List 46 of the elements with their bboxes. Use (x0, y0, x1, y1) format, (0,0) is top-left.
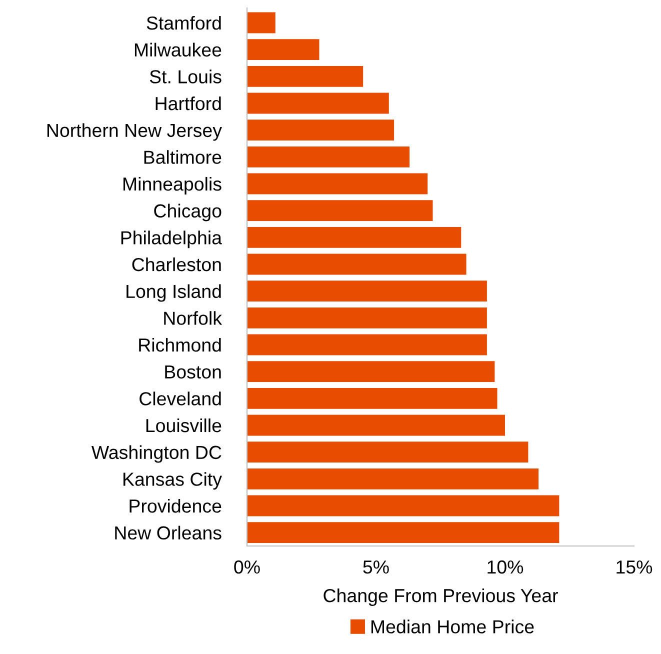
y-tick-label: St. Louis (150, 70, 222, 84)
y-tick-label: Northern New Jersey (47, 123, 222, 141)
y-tick-label: Norfolk (164, 311, 222, 325)
bar (247, 92, 389, 114)
x-axis-title: Change From Previous Year (324, 588, 558, 606)
bar (247, 280, 487, 302)
y-tick-label: Richmond (139, 338, 221, 352)
legend-label: Median Home Price (371, 620, 534, 634)
bar (247, 200, 433, 222)
y-tick-label: New Orleans (115, 526, 222, 540)
y-tick-label: Washington DC (91, 445, 222, 463)
bar (247, 254, 466, 275)
y-tick-label: Hartford (156, 96, 221, 110)
bar (247, 146, 410, 168)
y-tick-label: Cleveland (140, 392, 221, 406)
bar (247, 173, 428, 194)
y-tick-label: Baltimore (144, 150, 222, 164)
bar (247, 226, 462, 248)
y-tick-label: Long Island (126, 284, 221, 302)
y-tick-label: Stamford (146, 16, 221, 30)
y-tick-label: Milwaukee (134, 42, 222, 57)
y-tick-label: Charleston (132, 257, 221, 272)
bar (247, 361, 495, 382)
x-tick-label: 0% (234, 560, 260, 574)
x-tick-label: 5% (363, 560, 389, 574)
bar (247, 495, 560, 516)
bar (247, 39, 320, 60)
y-tick-label: Minneapolis (123, 176, 222, 194)
bar (247, 120, 394, 141)
bar (247, 468, 539, 490)
x-tick-label: 10% (488, 560, 524, 574)
bar (247, 388, 498, 409)
bar (247, 522, 560, 544)
y-tick-label: Kansas City (124, 472, 222, 490)
bar (247, 414, 505, 436)
bar (247, 66, 364, 87)
y-tick-label: Philadelphia (121, 230, 222, 248)
y-tick-label: Louisville (146, 418, 222, 432)
bar (247, 12, 276, 34)
x-tick-label: 15% (616, 560, 652, 574)
bar (247, 307, 487, 328)
y-tick-label: Chicago (154, 204, 222, 222)
y-tick-label: Boston (165, 365, 221, 379)
bar (247, 334, 487, 356)
bar (247, 442, 528, 463)
y-tick-label: Providence (130, 498, 222, 513)
